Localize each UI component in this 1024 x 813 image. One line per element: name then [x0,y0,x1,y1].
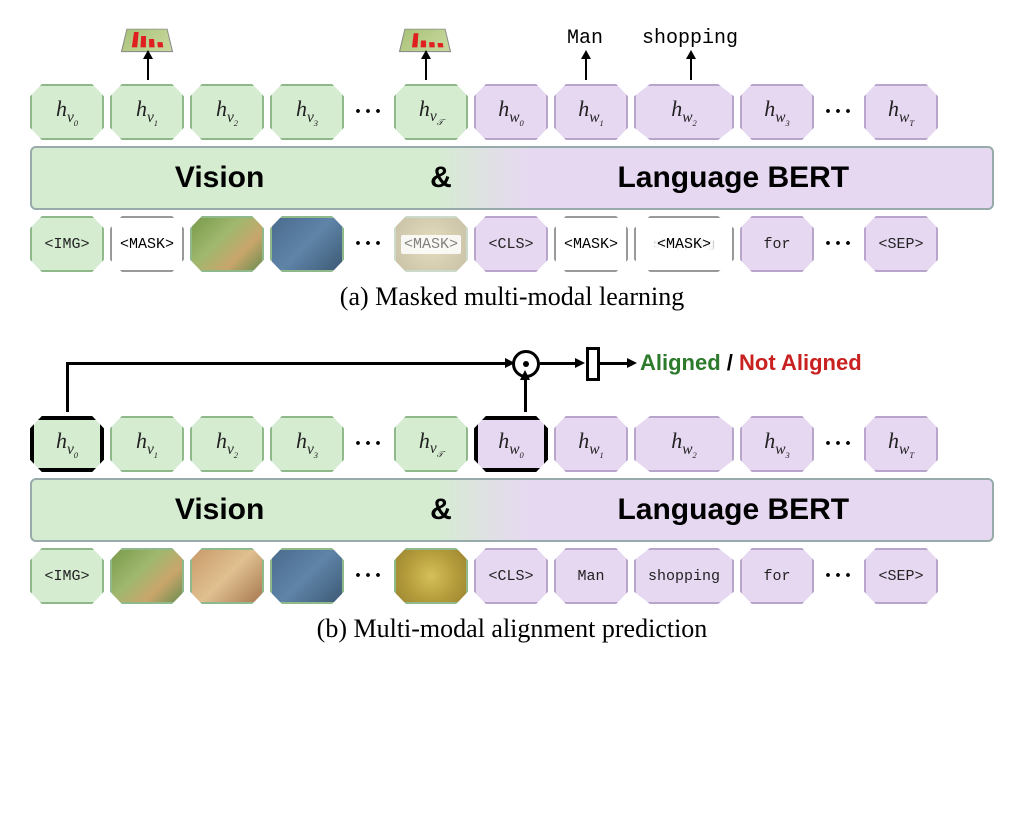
image-patch [190,548,264,604]
output-row-a: hv0 hv1 hv2 hv3 ··· hv𝒯 hw0 hw1 hw2 hw3 … [30,84,994,140]
diagram-a: Man shopping hv0 hv1 hv2 hv3 ··· hv𝒯 hw0… [30,20,994,312]
bert-label-vision: Vision [175,493,264,527]
ellipsis: ··· [350,431,388,458]
bert-label-amp: & [430,161,452,195]
image-patch [190,216,264,272]
img-token: <IMG> [30,548,104,604]
hidden-state-lang: hw0 [474,84,548,140]
connector-line [66,362,506,365]
word-token: for [740,216,814,272]
ellipsis: ··· [820,99,858,126]
connector-line [524,379,527,412]
output-word-label: shopping [642,27,738,50]
arrow-icon [585,58,587,80]
classifier-icon [586,347,600,381]
hidden-state-vision: hv1 [110,416,184,472]
aligned-label: Aligned [640,350,721,375]
bert-label-lang: Language BERT [617,493,849,527]
diagram-b: Aligned / Not Aligned hv0 hv1 hv2 hv3 ··… [30,342,994,644]
hidden-state-lang: hw2 [634,84,734,140]
ellipsis: ··· [350,563,388,590]
separator: / [721,350,739,375]
word-token: shopping [634,548,734,604]
connector-line [540,362,576,365]
hidden-state-vision: hv0 [30,84,104,140]
input-row-b: <IMG> ··· <CLS> Man shopping for ··· <SE… [30,548,994,604]
connector-line [66,362,69,412]
hidden-state-vision: hv𝒯 [394,416,468,472]
hidden-state-lang: hwT [864,84,938,140]
caption-a: (a) Masked multi-modal learning [30,282,994,312]
connector-line [600,362,628,365]
hidden-state-vision: hv2 [190,84,264,140]
alignment-connector: Aligned / Not Aligned [30,342,994,412]
sep-token: <SEP> [864,216,938,272]
arrow-icon [425,58,427,80]
mask-token: <MASK> [554,216,628,272]
hidden-state-lang: hw3 [740,84,814,140]
hidden-state-vision: hv2 [190,416,264,472]
hidden-state-lang: hw1 [554,416,628,472]
hidden-state-lang: hwT [864,416,938,472]
annotation-row-a: Man shopping [30,20,994,80]
image-patch [110,548,184,604]
bert-bar: Vision & Language BERT [30,146,994,210]
bert-label-amp: & [430,493,452,527]
image-patch [270,548,344,604]
hidden-state-vision: hv3 [270,84,344,140]
hidden-state-lang: hw1 [554,84,628,140]
ellipsis: ··· [820,431,858,458]
hidden-state-lang-cls: hw0 [474,416,548,472]
hidden-state-vision: hv𝒯 [394,84,468,140]
ellipsis: ··· [350,231,388,258]
distribution-icon [121,29,173,52]
word-token: Man [554,548,628,604]
cls-token: <CLS> [474,548,548,604]
image-patch [394,548,468,604]
mask-token: shopping <MASK> [634,216,734,272]
arrow-icon [147,58,149,80]
hidden-state-vision: hv1 [110,84,184,140]
output-word-label: Man [567,27,603,50]
ellipsis: ··· [820,231,858,258]
ellipsis: ··· [820,563,858,590]
hidden-state-lang: hw2 [634,416,734,472]
input-row-a: <IMG> <MASK> ··· <MASK> <CLS> <MASK> sho… [30,216,994,272]
sep-token: <SEP> [864,548,938,604]
word-token: for [740,548,814,604]
image-patch [270,216,344,272]
alignment-result: Aligned / Not Aligned [640,350,862,376]
not-aligned-label: Not Aligned [739,350,862,375]
caption-b: (b) Multi-modal alignment prediction [30,614,994,644]
arrow-icon [690,58,692,80]
hidden-state-vision-cls: hv0 [30,416,104,472]
hidden-state-lang: hw3 [740,416,814,472]
bert-label-lang: Language BERT [617,161,849,195]
img-token: <IMG> [30,216,104,272]
hidden-state-vision: hv3 [270,416,344,472]
mask-token: <MASK> [110,216,184,272]
cls-token: <CLS> [474,216,548,272]
bert-label-vision: Vision [175,161,264,195]
ellipsis: ··· [350,99,388,126]
distribution-icon [399,29,451,52]
mask-token-image: <MASK> [394,216,468,272]
bert-bar: Vision & Language BERT [30,478,994,542]
output-row-b: hv0 hv1 hv2 hv3 ··· hv𝒯 hw0 hw1 hw2 hw3 … [30,416,994,472]
